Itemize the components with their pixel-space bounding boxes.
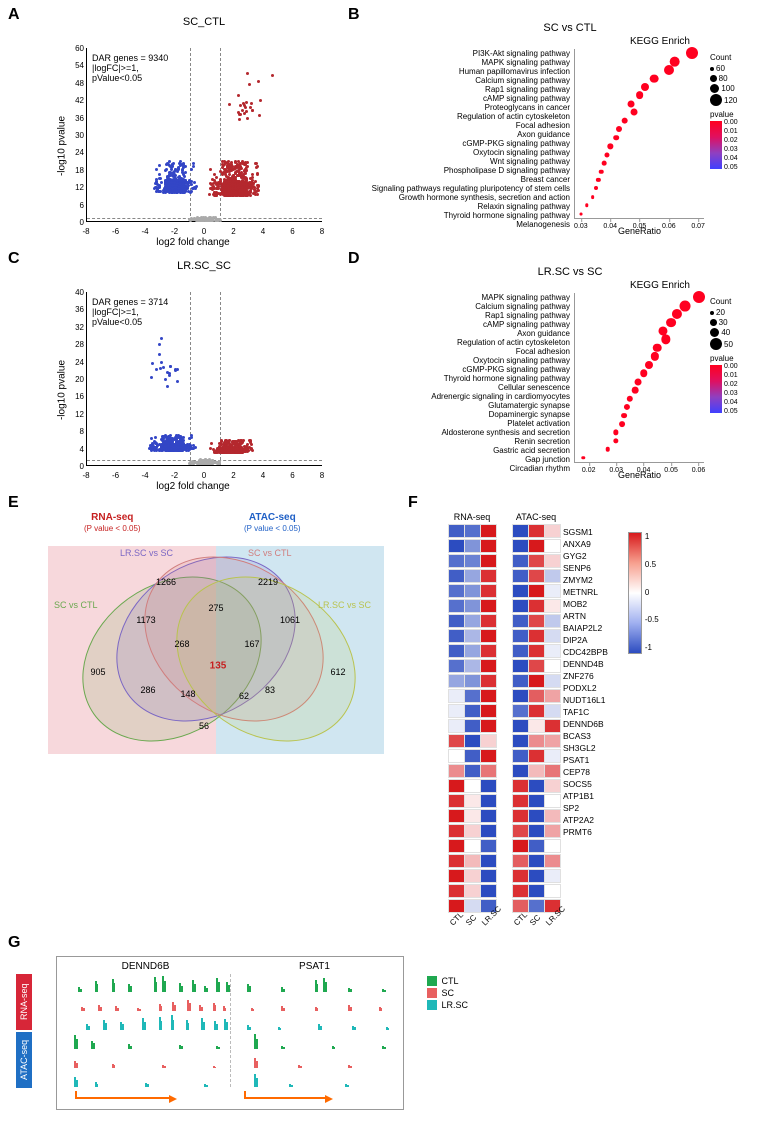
volcano-plot-C: -log10 pvalue log2 fold change DAR genes… (58, 290, 328, 490)
panel-label-D: D (348, 250, 360, 268)
volcano-A-annotation: DAR genes = 9340|logFC|>=1,pValue<0.05 (92, 54, 168, 84)
panel-label-B: B (348, 6, 360, 24)
panel-label-F: F (408, 494, 418, 512)
enrich-D: LR.SC vs SC KEGG Enrich MAPK signaling p… (370, 266, 770, 483)
panel-D: D LR.SC vs SC KEGG Enrich MAPK signaling… (350, 254, 770, 490)
enrich-D-header: LR.SC vs SC (370, 266, 770, 278)
volcano-A-ylab: -log10 pvalue (57, 116, 68, 176)
enrich-D-title: KEGG Enrich (370, 280, 770, 291)
volcano-C-annotation: DAR genes = 3714|logFC|>=1,pValue<0.05 (92, 298, 168, 328)
heatmap-atac-title: ATAC-seq (512, 512, 560, 522)
tracks-G: DENND6B PSAT1 CTLSCLR.SC RNA-seqATAC-seq (34, 956, 404, 1110)
volcano-A-title: SC_CTL (58, 16, 350, 28)
venn-title-atac: ATAC-seq (P value < 0.05) (244, 512, 301, 534)
enrich-D-labels: MAPK signaling pathwayCalcium signaling … (370, 291, 574, 483)
panel-E: E RNA-seq (P value < 0.05) ATAC-seq (P v… (10, 498, 410, 930)
enrich-B: SC vs CTL KEGG Enrich PI3K-Akt signaling… (370, 22, 770, 239)
enrich-D-area: GeneRatio 0.020.030.040.050.06 (574, 293, 704, 463)
figure: A SC_CTL -log10 pvalue log2 fold change … (10, 10, 781, 1110)
panel-B: B SC vs CTL KEGG Enrich PI3K-Akt signali… (350, 10, 770, 246)
panel-label-E: E (8, 494, 19, 512)
panel-label-A: A (8, 6, 20, 24)
volcano-C-title: LR.SC_SC (58, 260, 350, 272)
venn-title-rna: RNA-seq (P value < 0.05) (84, 512, 141, 534)
track-gene-1: DENND6B (61, 961, 230, 972)
volcano-C-ylab: -log10 pvalue (57, 360, 68, 420)
enrich-D-legend: Count20304050pvalue0.000.010.020.030.040… (704, 291, 770, 483)
panel-F: F RNA-seq CTLSCLR.SC ATAC-seq CTLSCLR.SC… (410, 498, 770, 930)
panel-G: G DENND6B PSAT1 CTLSCLR.SC RNA-seqATAC-s… (10, 938, 470, 1110)
volcano-A-xlab: log2 fold change (156, 237, 229, 248)
heatmap-F: RNA-seq CTLSCLR.SC ATAC-seq CTLSCLR.SC S… (448, 512, 770, 930)
heatmap-genes: SGSM1ANXA9GYG2SENP6ZMYM2METNRLMOB2ARTNBA… (560, 512, 608, 930)
track-gene-2: PSAT1 (230, 961, 399, 972)
panel-label-C: C (8, 250, 20, 268)
volcano-C-xlab: log2 fold change (156, 481, 229, 492)
enrich-B-labels: PI3K-Akt signaling pathwayMAPK signaling… (370, 47, 574, 239)
enrich-B-header: SC vs CTL (370, 22, 770, 34)
enrich-B-legend: Count6080100120pvalue0.000.010.020.030.0… (704, 47, 770, 239)
panel-label-G: G (8, 934, 20, 952)
heatmap-rna-title: RNA-seq (448, 512, 496, 522)
tracks-legend: CTLSCLR.SC (427, 976, 468, 1012)
enrich-B-title: KEGG Enrich (370, 36, 770, 47)
heatmap-colorbar: 10.50-0.5-1 (628, 532, 659, 930)
venn-E: RNA-seq (P value < 0.05) ATAC-seq (P val… (48, 512, 388, 772)
panel-A: A SC_CTL -log10 pvalue log2 fold change … (10, 10, 350, 246)
panel-C: C LR.SC_SC -log10 pvalue log2 fold chang… (10, 254, 350, 490)
heatmap-rna: RNA-seq CTLSCLR.SC (448, 512, 496, 930)
enrich-B-area: GeneRatio 0.030.040.050.060.07 (574, 49, 704, 219)
volcano-plot-A: -log10 pvalue log2 fold change DAR genes… (58, 46, 328, 246)
heatmap-atac: ATAC-seq CTLSCLR.SC (512, 512, 560, 930)
